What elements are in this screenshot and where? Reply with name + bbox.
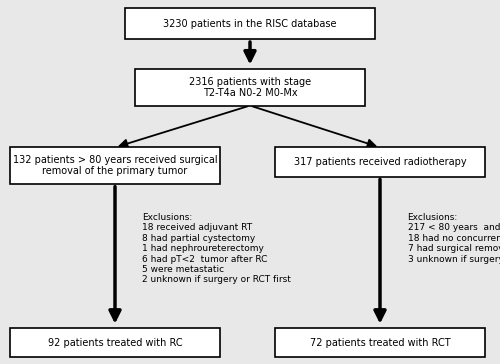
Text: Exclusions:
18 received adjuvant RT
8 had partial cystectomy
1 had nephrouretere: Exclusions: 18 received adjuvant RT 8 ha… bbox=[142, 213, 292, 284]
Text: 132 patients > 80 years received surgical
removal of the primary tumor: 132 patients > 80 years received surgica… bbox=[12, 155, 218, 177]
Text: Exclusions:
217 < 80 years  and < 60 Gy
18 had no concurrent CT
7 had surgical r: Exclusions: 217 < 80 years and < 60 Gy 1… bbox=[408, 213, 500, 264]
FancyBboxPatch shape bbox=[10, 147, 220, 184]
Text: 92 patients treated with RC: 92 patients treated with RC bbox=[48, 338, 182, 348]
FancyBboxPatch shape bbox=[135, 69, 365, 106]
FancyBboxPatch shape bbox=[125, 8, 375, 39]
Text: 72 patients treated with RCT: 72 patients treated with RCT bbox=[310, 338, 450, 348]
FancyBboxPatch shape bbox=[10, 328, 220, 357]
Text: 2316 patients with stage
T2-T4a N0-2 M0-Mx: 2316 patients with stage T2-T4a N0-2 M0-… bbox=[189, 76, 311, 98]
FancyBboxPatch shape bbox=[275, 147, 485, 177]
FancyBboxPatch shape bbox=[275, 328, 485, 357]
Text: 317 patients received radiotherapy: 317 patients received radiotherapy bbox=[294, 157, 467, 167]
Text: 3230 patients in the RISC database: 3230 patients in the RISC database bbox=[163, 19, 337, 29]
